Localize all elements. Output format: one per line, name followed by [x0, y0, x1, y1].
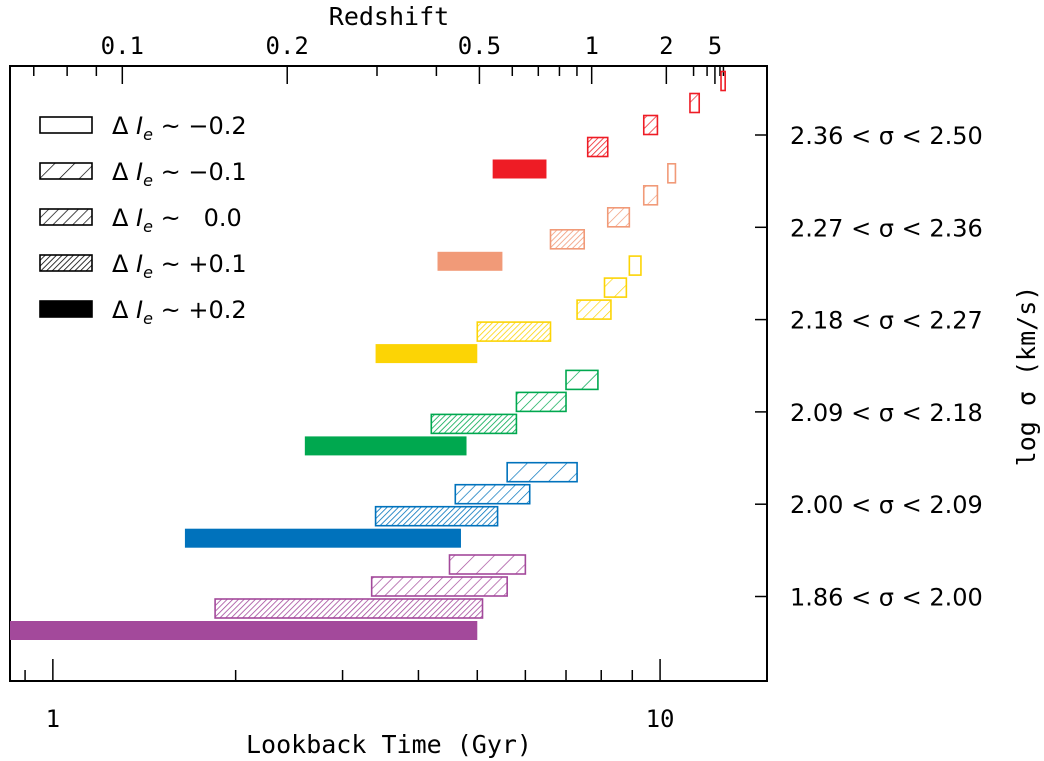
- range-bar: [370, 576, 508, 597]
- range-bar: [565, 369, 599, 391]
- axis-labels: Lookback Time (Gyr) Redshift log σ (km/s…: [246, 2, 1041, 759]
- sigma-bin-label: 2.36 < σ < 2.50: [790, 122, 983, 150]
- sigma-bin-label: 2.09 < σ < 2.18: [790, 399, 983, 427]
- range-bar: [448, 554, 527, 575]
- range-bar: [184, 528, 461, 548]
- range-bar: [586, 136, 609, 158]
- range-bar: [454, 483, 531, 505]
- range-bar: [720, 70, 726, 92]
- x2-tick-label: 0.5: [458, 32, 501, 60]
- chart-bars: [10, 70, 726, 640]
- sigma-bin-label: 2.00 < σ < 2.09: [790, 491, 983, 519]
- range-bar: [515, 391, 567, 413]
- sigma-bin-label: 2.27 < σ < 2.36: [790, 214, 983, 242]
- range-bar: [603, 277, 628, 298]
- x-axis-label: Lookback Time (Gyr): [246, 730, 532, 759]
- range-bar: [374, 505, 499, 527]
- range-bar: [304, 436, 467, 456]
- legend-label: Δ Ie ~ −0.2: [112, 112, 247, 144]
- range-bar: [492, 159, 547, 179]
- x2-axis-label: Redshift: [329, 2, 449, 31]
- range-bar: [214, 598, 484, 619]
- x2-tick-label: 0.1: [101, 32, 144, 60]
- range-bar: [689, 92, 701, 114]
- x-tick-label: 1: [46, 705, 60, 733]
- range-bar: [606, 207, 631, 228]
- y-axis-label: log σ (km/s): [1012, 286, 1041, 467]
- range-bar: [375, 344, 478, 364]
- range-bar: [437, 251, 503, 271]
- legend-label: Δ Ie ~ 0.0: [112, 204, 242, 236]
- sigma-bin-label: 1.86 < σ < 2.00: [790, 584, 983, 612]
- range-bar: [10, 621, 478, 640]
- range-bar: [549, 229, 586, 250]
- range-bar: [506, 461, 578, 483]
- legend: Δ Ie ~ −0.2 Δ Ie ~ −0.1 Δ Ie ~ 0.0 Δ Ie ~ +…: [39, 112, 247, 328]
- legend-swatch: [39, 254, 93, 272]
- legend-label: Δ Ie ~ +0.2: [112, 296, 247, 328]
- range-bar: [642, 185, 659, 206]
- x-tick-label: 10: [646, 705, 675, 733]
- legend-swatch: [39, 208, 93, 226]
- x2-tick-label: 2: [659, 32, 673, 60]
- legend-swatch: [39, 300, 93, 318]
- range-bar: [476, 321, 552, 342]
- legend-label: Δ Ie ~ −0.1: [112, 158, 247, 190]
- range-bar: [628, 255, 642, 276]
- range-bar: [430, 413, 518, 435]
- range-bar: [667, 163, 677, 184]
- legend-label: Δ Ie ~ +0.1: [112, 250, 247, 282]
- x2-tick-label: 1: [584, 32, 598, 60]
- plot-frame: [9, 65, 768, 682]
- legend-swatch: [39, 162, 93, 180]
- x2-tick-label: 5: [708, 32, 722, 60]
- x2-tick-label: 0.2: [266, 32, 309, 60]
- legend-swatch: [39, 116, 93, 134]
- range-bar: [576, 299, 612, 320]
- range-bar: [642, 114, 659, 136]
- sigma-bin-label: 2.18 < σ < 2.27: [790, 307, 983, 335]
